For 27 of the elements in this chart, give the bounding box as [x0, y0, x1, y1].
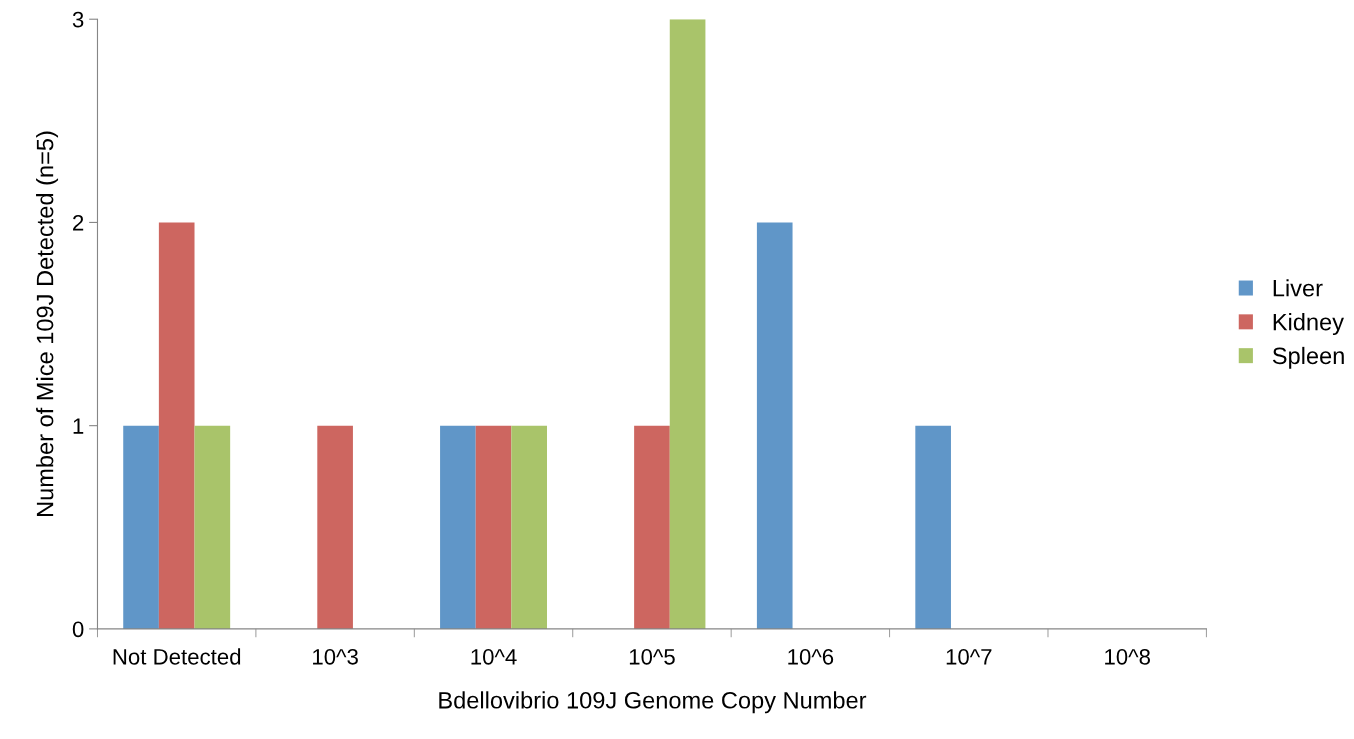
y-tick-label: 3	[72, 11, 84, 28]
bar	[915, 425, 951, 629]
y-axis-title: Number of Mice 109J Detected (n=5)	[36, 131, 59, 516]
legend-label: Spleen	[1272, 346, 1344, 369]
bar	[194, 425, 231, 629]
x-tick-label: 10^3	[313, 648, 358, 665]
bar	[756, 222, 793, 629]
bar	[123, 425, 159, 629]
bar	[669, 19, 706, 629]
y-tick-label: 0	[72, 621, 84, 638]
legend-label: Kidney	[1273, 313, 1344, 336]
y-tick-label: 2	[73, 214, 84, 231]
x-tick-label: Not Detected	[113, 648, 241, 665]
x-tick-label: 10^4	[471, 648, 517, 665]
legend-label: Liver	[1273, 279, 1323, 297]
x-tick-label: 10^6	[788, 648, 834, 665]
bar	[634, 425, 670, 629]
bar	[511, 425, 547, 629]
bar	[317, 425, 353, 629]
y-tick-label: 1	[73, 418, 84, 434]
bar	[440, 425, 476, 629]
x-tick-label: 10^7	[946, 648, 992, 665]
x-tick-label: 10^8	[1105, 648, 1150, 665]
x-tick-label: 10^5	[629, 648, 675, 665]
bar	[475, 425, 512, 629]
x-axis-title: Bdellovibrio 109J Genome Copy Number	[439, 691, 867, 714]
bar	[158, 222, 195, 629]
